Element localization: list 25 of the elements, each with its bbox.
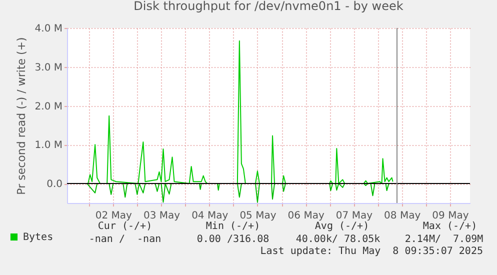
x-tick-label: 08 May: [384, 210, 421, 222]
x-tick-label: 05 May: [240, 210, 276, 222]
x-tick-label: 02 May: [95, 210, 132, 222]
text: Cur (-/+): [98, 221, 152, 233]
y-tick-label: 4.0 M: [34, 24, 62, 34]
x-tick-label: 04 May: [192, 210, 228, 222]
y-tick-label: 3.0 M: [34, 62, 62, 74]
x-tick-label: 09 May: [432, 210, 469, 222]
x-tick-label: 06 May: [288, 210, 324, 222]
text: Last update: Thu May 8 09:35:07 2025: [260, 246, 483, 258]
text: -nan / -nan: [88, 234, 162, 246]
y-axis-title: Pr second read (-) / write (+): [14, 37, 28, 195]
text: 2.14M/ 7.09M: [404, 234, 484, 246]
x-tick-label: 07 May: [336, 210, 373, 222]
y-tick-label: 0.0: [46, 179, 62, 190]
y-tick-label: 2.0 M: [34, 101, 62, 112]
chart-title: Disk throughput for /dev/nvme0n1 - by week: [134, 0, 404, 13]
legend-label: Bytes: [23, 232, 54, 243]
x-tick-label: 03 May: [143, 210, 180, 222]
y-tick-label: 1.0 M: [34, 140, 62, 152]
text: 0.00 /316.08: [196, 234, 270, 246]
text: Max (-/+): [422, 221, 478, 233]
text: Avg (-/+): [314, 221, 370, 233]
text: 40.00k/ 78.05k: [296, 234, 380, 246]
text: Min (-/+): [206, 221, 260, 233]
